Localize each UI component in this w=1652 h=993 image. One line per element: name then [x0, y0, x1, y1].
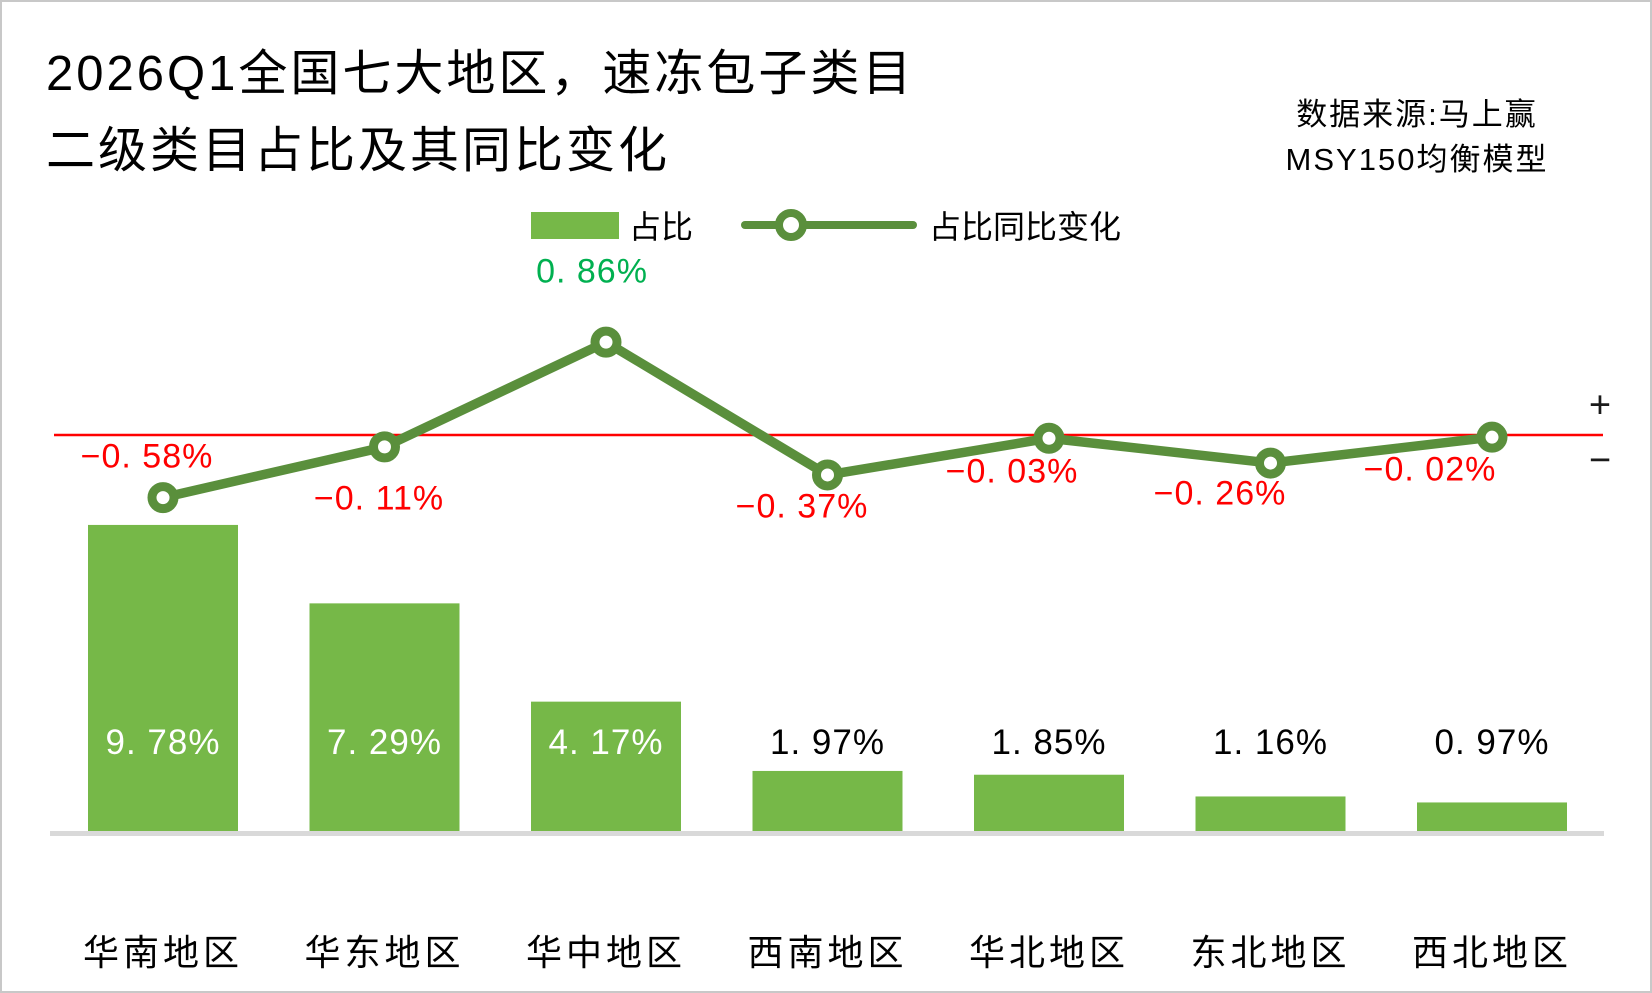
- legend-item-line: 占比同比变化: [693, 202, 1121, 248]
- bar-value-label: 7. 29%: [327, 723, 442, 762]
- bar: [88, 524, 238, 833]
- chart-title: 2026Q1全国七大地区，速冻包子类目 二级类目占比及其同比变化: [46, 36, 914, 190]
- legend-bar-swatch-icon: [530, 211, 619, 239]
- bar: [752, 770, 903, 833]
- line-value-label: −0. 11%: [313, 479, 445, 518]
- bar: [974, 774, 1124, 833]
- bar: [309, 603, 460, 833]
- bar-value-label: 1. 97%: [770, 723, 885, 762]
- category-label: 华北地区: [968, 932, 1130, 973]
- legend-ring-marker-icon: [775, 209, 807, 241]
- category-label: 华东地区: [304, 932, 465, 973]
- line-marker: [590, 326, 622, 358]
- line-value-label: −0. 37%: [735, 487, 869, 526]
- bar: [531, 701, 681, 833]
- line-value-label: −0. 26%: [1153, 474, 1287, 513]
- line-value-label: 0. 86%: [536, 252, 648, 291]
- legend-bar-label: 占比: [628, 209, 693, 245]
- chart-legend: 占比 占比同比变化: [2, 202, 1650, 248]
- chart-title-line2: 二级类目占比及其同比变化: [46, 124, 671, 178]
- line-marker: [1476, 421, 1508, 453]
- category-label: 西北地区: [1411, 932, 1573, 973]
- line-marker: [1255, 447, 1286, 479]
- line-value-label: −0. 58%: [80, 437, 214, 476]
- line-marker: [369, 431, 400, 463]
- line-value-label: −0. 03%: [945, 452, 1079, 491]
- line-value-label: −0. 02%: [1363, 450, 1497, 489]
- data-source-line2: MSY150均衡模型: [1285, 142, 1549, 177]
- category-label: 华中地区: [525, 932, 687, 973]
- category-label: 华南地区: [82, 932, 244, 973]
- bar-value-label: 4. 17%: [548, 723, 664, 762]
- zero-axis-plus-sign: +: [1588, 384, 1612, 427]
- chart-title-line1: 2026Q1全国七大地区，速冻包子类目: [46, 47, 915, 101]
- line-marker: [812, 459, 843, 491]
- data-source: 数据来源:马上赢 MSY150均衡模型: [1257, 92, 1577, 182]
- legend-line-swatch-icon: [741, 208, 917, 242]
- data-source-line1: 数据来源:马上赢: [1296, 97, 1538, 132]
- bar-value-label: 1. 85%: [991, 723, 1107, 762]
- line-marker: [147, 482, 179, 514]
- bar: [1195, 796, 1346, 833]
- category-label: 西南地区: [747, 932, 908, 973]
- bar-value-label: 0. 97%: [1434, 723, 1550, 762]
- zero-axis-minus-sign: −: [1588, 439, 1612, 482]
- bar-value-label: 9. 78%: [105, 723, 221, 762]
- category-label: 东北地区: [1190, 932, 1351, 973]
- bar-value-label: 1. 16%: [1213, 723, 1328, 762]
- line-marker: [1033, 422, 1065, 454]
- bar: [1417, 802, 1567, 833]
- legend-line-label: 占比同比变化: [929, 209, 1122, 245]
- legend-item-bar: 占比: [530, 202, 693, 248]
